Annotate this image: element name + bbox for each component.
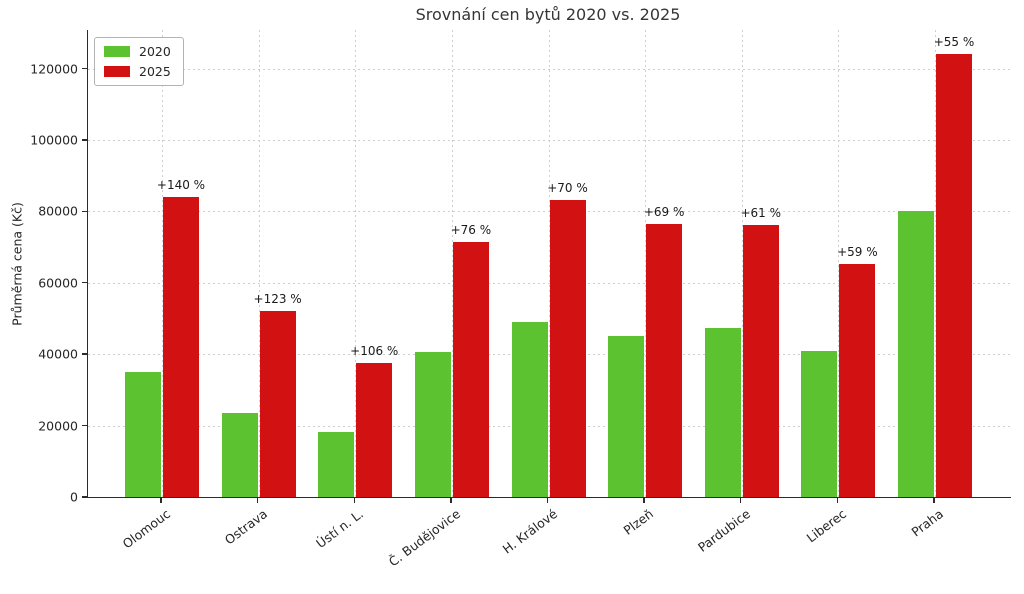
- legend-label-2025: 2025: [139, 64, 171, 79]
- gridline-vertical: [451, 30, 453, 497]
- gridline-vertical: [645, 30, 647, 497]
- x-axis-tick: [450, 498, 452, 503]
- bar-2020-liberec: [801, 350, 838, 497]
- pct-annotation: +106 %: [350, 344, 399, 359]
- y-tick-label: 40000: [38, 346, 78, 362]
- pct-annotation: +69 %: [643, 205, 685, 220]
- bar-2025-st-n-l: [356, 363, 393, 497]
- y-tick-label: 60000: [38, 275, 78, 291]
- chart-title: Srovnání cen bytů 2020 vs. 2025: [415, 5, 681, 24]
- bar-2025-pardubice: [742, 224, 779, 497]
- x-tick-label: Pardubice: [694, 506, 753, 555]
- x-tick-label: Č. Budějovice: [385, 506, 463, 570]
- pct-annotation: +140 %: [156, 178, 206, 193]
- pct-annotation: +76 %: [450, 223, 492, 238]
- gridline-vertical: [258, 30, 260, 497]
- bar-2020-praha: [898, 211, 934, 497]
- y-tick-label: 100000: [30, 132, 78, 148]
- x-axis-tick: [740, 498, 742, 503]
- pct-annotation: +61 %: [740, 205, 782, 220]
- gridline-vertical: [741, 30, 743, 497]
- x-axis-tick: [836, 498, 839, 503]
- gridline-horizontal: [88, 68, 1011, 70]
- plot-area: +140 % +123 % +106 % +76 % +70 % +69 % +61 % +5…: [87, 30, 1011, 498]
- bar-2025-h-kr-lov: [549, 199, 586, 497]
- bar-2020-ostrava: [221, 413, 258, 497]
- bar-2025-olomouc: [163, 197, 199, 497]
- x-tick-label: Liberec: [804, 506, 850, 546]
- x-axis-tick: [160, 498, 162, 503]
- x-axis-tick: [643, 498, 645, 503]
- bar-2020-olomouc: [125, 372, 161, 497]
- pct-annotation: +123 %: [253, 291, 302, 306]
- y-axis-tick: [82, 210, 87, 213]
- x-axis-tick: [933, 498, 935, 503]
- gridline-vertical: [162, 30, 163, 497]
- x-tick-label: Ostrava: [221, 506, 270, 548]
- y-tick-label: 80000: [38, 203, 78, 219]
- legend-item-2025: 2025: [104, 64, 171, 79]
- gridline-vertical: [838, 30, 840, 497]
- legend-swatch-2020: [104, 46, 130, 57]
- gridline-vertical: [355, 30, 357, 497]
- x-tick-label: Ústí n. L.: [313, 506, 367, 551]
- bar-2025-liberec: [839, 264, 876, 497]
- pct-annotation: +55 %: [933, 35, 975, 50]
- y-axis-tick: [82, 353, 87, 355]
- x-axis-tick: [546, 498, 549, 503]
- bar-2025-ostrava: [259, 310, 296, 497]
- x-axis-tick: [353, 498, 355, 503]
- bar-2025-plze: [646, 224, 683, 497]
- y-axis-label: Průměrná cena (Kč): [9, 202, 25, 326]
- gridline-vertical: [935, 30, 936, 497]
- bar-2020-st-n-l: [318, 432, 355, 497]
- x-tick-label: Olomouc: [119, 506, 174, 552]
- y-tick-label: 120000: [30, 61, 78, 77]
- y-axis-tick: [82, 282, 87, 284]
- legend: 2020 2025: [94, 37, 184, 86]
- gridline-horizontal: [88, 139, 1011, 141]
- pct-annotation: +59 %: [837, 245, 878, 260]
- legend-item-2020: 2020: [104, 44, 171, 59]
- gridline-vertical: [548, 30, 550, 497]
- y-axis-tick: [82, 496, 87, 498]
- x-tick-label: Plzeň: [620, 506, 657, 538]
- legend-swatch-2025: [104, 66, 130, 77]
- y-tick-label: 0: [70, 489, 78, 505]
- bar-2025-bud-jovice: [452, 242, 489, 497]
- pct-annotation: +70 %: [547, 180, 588, 195]
- legend-label-2020: 2020: [139, 44, 171, 59]
- bar-2020-pardubice: [704, 328, 741, 497]
- bar-2020-h-kr-lov: [511, 322, 548, 497]
- bar-2025-praha: [936, 54, 972, 497]
- x-tick-label: H. Králové: [499, 506, 560, 557]
- y-axis-tick: [82, 67, 87, 70]
- bar-2020-plze: [608, 335, 645, 497]
- y-axis-tick: [82, 424, 87, 427]
- bar-2020-bud-jovice: [414, 352, 451, 497]
- y-tick-label: 20000: [38, 418, 78, 434]
- x-tick-label: Praha: [908, 506, 947, 540]
- y-axis-tick: [82, 139, 87, 141]
- x-axis-tick: [256, 498, 259, 503]
